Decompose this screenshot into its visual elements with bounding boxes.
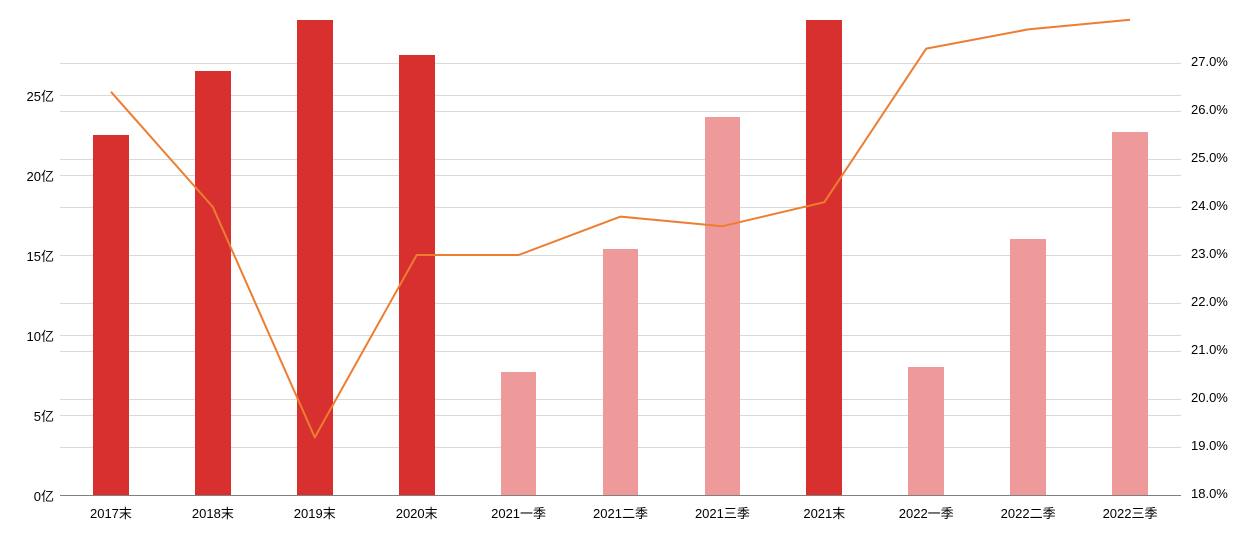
y-right-tick-label: 26.0% [1191, 102, 1228, 117]
x-tick-label: 2021一季 [491, 503, 546, 522]
y-right-tick-label: 27.0% [1191, 54, 1228, 69]
x-tick-label: 2022一季 [899, 503, 954, 522]
y-left-tick-label: 15亿 [27, 246, 54, 265]
x-tick-label: 2021三季 [695, 503, 750, 522]
y-right-tick-label: 22.0% [1191, 294, 1228, 309]
x-tick-label: 2017末 [90, 503, 132, 522]
y-left-tick-label: 25亿 [27, 86, 54, 105]
y-right-tick-label: 24.0% [1191, 198, 1228, 213]
y-left-tick-label: 20亿 [27, 166, 54, 185]
y-right-tick-label: 21.0% [1191, 342, 1228, 357]
y-right-tick-label: 18.0% [1191, 486, 1228, 501]
x-tick-label: 2021二季 [593, 503, 648, 522]
y-right-tick-label: 19.0% [1191, 438, 1228, 453]
y-right-tick-label: 23.0% [1191, 246, 1228, 261]
y-right-tick-label: 20.0% [1191, 390, 1228, 405]
x-tick-label: 2022二季 [1001, 503, 1056, 522]
x-tick-label: 2022三季 [1103, 503, 1158, 522]
y-left-tick-label: 5亿 [34, 406, 54, 425]
line-path [111, 20, 1130, 438]
combo-chart: 0亿 5亿 10亿 15亿 20亿 25亿 18.0% 19.0% 20.0% 21.0% 22.0… [0, 0, 1253, 537]
x-tick-label: 2020末 [396, 503, 438, 522]
line-series [60, 15, 1181, 495]
x-tick-label: 2019末 [294, 503, 336, 522]
y-right-tick-label: 25.0% [1191, 150, 1228, 165]
x-tick-label: 2021末 [803, 503, 845, 522]
y-left-tick-label: 10亿 [27, 326, 54, 345]
x-tick-label: 2018末 [192, 503, 234, 522]
plot-area [60, 15, 1181, 495]
y-left-tick-label: 0亿 [34, 486, 54, 505]
